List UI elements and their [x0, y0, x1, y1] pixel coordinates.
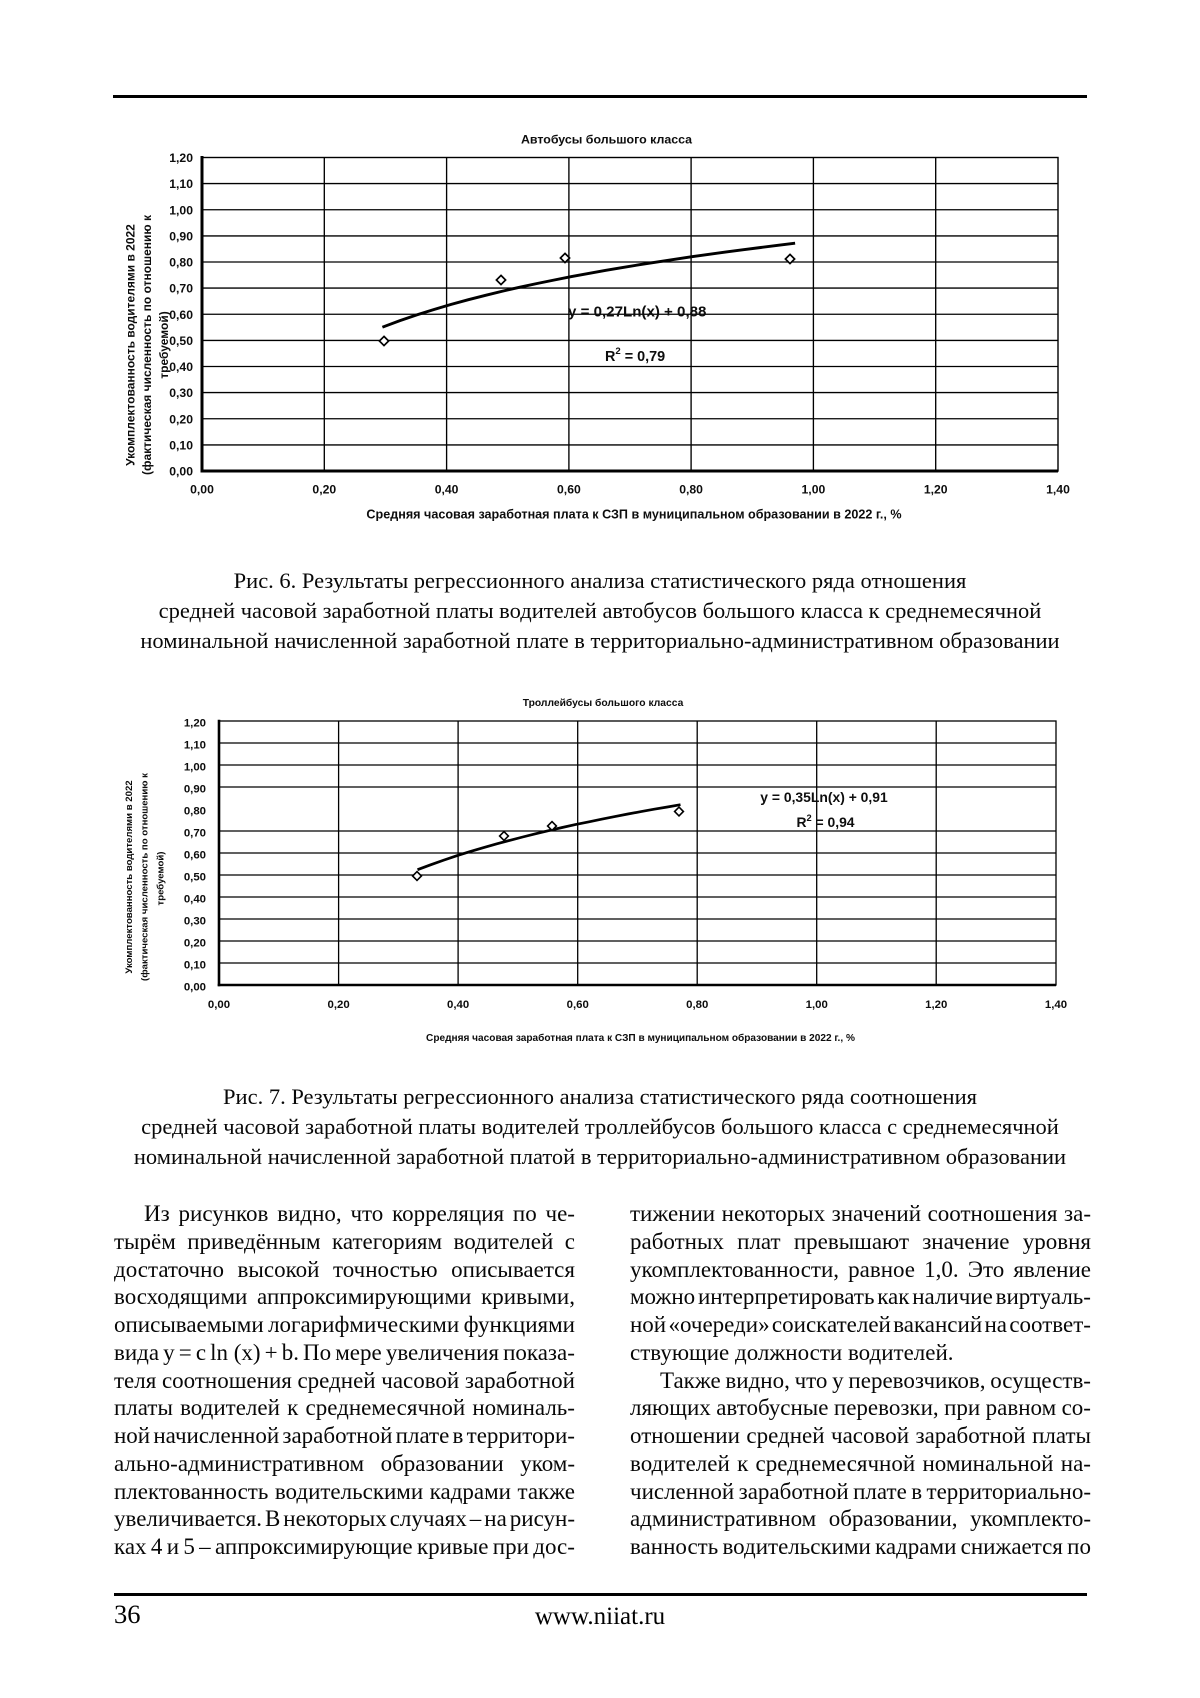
- svg-text:y = 0,27Ln(x) + 0,88: y = 0,27Ln(x) + 0,88: [568, 304, 706, 321]
- svg-text:R2 = 0,94: R2 = 0,94: [796, 813, 854, 830]
- svg-text:0,20: 0,20: [169, 412, 193, 426]
- svg-text:0,70: 0,70: [169, 282, 193, 296]
- svg-text:0,50: 0,50: [184, 872, 206, 884]
- svg-text:0,80: 0,80: [686, 999, 708, 1011]
- svg-text:0,80: 0,80: [679, 483, 703, 497]
- svg-text:0,40: 0,40: [447, 999, 469, 1011]
- svg-text:0,20: 0,20: [184, 938, 206, 950]
- svg-text:Укомплектованность водителями: Укомплектованность водителями в 2022: [124, 224, 138, 466]
- svg-text:(фактическая численность по от: (фактическая численность по отношению к: [140, 773, 151, 981]
- svg-text:0,40: 0,40: [169, 360, 193, 374]
- svg-text:1,00: 1,00: [802, 483, 826, 497]
- svg-text:0,80: 0,80: [184, 806, 206, 818]
- svg-text:0,60: 0,60: [557, 483, 581, 497]
- svg-text:Укомплектованность водителями: Укомплектованность водителями в 2022: [124, 780, 135, 973]
- svg-text:0,10: 0,10: [184, 960, 206, 972]
- svg-text:требуемой): требуемой): [157, 311, 171, 378]
- svg-text:1,20: 1,20: [925, 999, 947, 1011]
- svg-text:1,40: 1,40: [1046, 483, 1070, 497]
- svg-text:0,90: 0,90: [184, 784, 206, 796]
- svg-text:1,20: 1,20: [169, 151, 193, 165]
- svg-text:1,20: 1,20: [924, 483, 948, 497]
- svg-text:0,50: 0,50: [169, 334, 193, 348]
- svg-text:требуемой): требуемой): [156, 852, 167, 906]
- svg-text:Средняя часовая заработная пла: Средняя часовая заработная плата к СЗП в…: [426, 1032, 855, 1044]
- svg-text:0,00: 0,00: [184, 982, 206, 994]
- svg-text:0,00: 0,00: [169, 465, 193, 479]
- svg-text:1,10: 1,10: [169, 177, 193, 191]
- svg-text:Средняя часовая заработная пла: Средняя часовая заработная плата к СЗП в…: [366, 508, 901, 522]
- svg-text:Автобусы большого класса: Автобусы большого класса: [521, 132, 692, 146]
- svg-text:0,30: 0,30: [169, 386, 193, 400]
- svg-text:0,60: 0,60: [184, 850, 206, 862]
- svg-text:1,10: 1,10: [184, 740, 206, 752]
- svg-text:1,40: 1,40: [1045, 999, 1067, 1011]
- svg-text:0,10: 0,10: [169, 439, 193, 453]
- svg-text:0,40: 0,40: [435, 483, 459, 497]
- svg-text:0,20: 0,20: [328, 999, 350, 1011]
- svg-text:Троллейбусы большого класса: Троллейбусы большого класса: [523, 697, 684, 709]
- svg-text:0,90: 0,90: [169, 230, 193, 244]
- svg-text:0,70: 0,70: [184, 828, 206, 840]
- svg-text:0,20: 0,20: [312, 483, 336, 497]
- svg-text:0,00: 0,00: [208, 999, 230, 1011]
- svg-text:1,00: 1,00: [184, 762, 206, 774]
- svg-text:0,60: 0,60: [567, 999, 589, 1011]
- svg-text:1,00: 1,00: [806, 999, 828, 1011]
- svg-text:R2 = 0,79: R2 = 0,79: [605, 346, 665, 365]
- svg-text:0,60: 0,60: [169, 308, 193, 322]
- svg-text:0,30: 0,30: [184, 916, 206, 928]
- svg-text:y = 0,35Ln(x) + 0,91: y = 0,35Ln(x) + 0,91: [760, 789, 888, 805]
- svg-text:0,00: 0,00: [190, 483, 214, 497]
- svg-text:(фактическая численность по от: (фактическая численность по отношению к: [140, 214, 154, 475]
- svg-text:0,80: 0,80: [169, 256, 193, 270]
- svg-text:1,20: 1,20: [184, 718, 206, 730]
- svg-text:1,00: 1,00: [169, 203, 193, 217]
- svg-text:0,40: 0,40: [184, 894, 206, 906]
